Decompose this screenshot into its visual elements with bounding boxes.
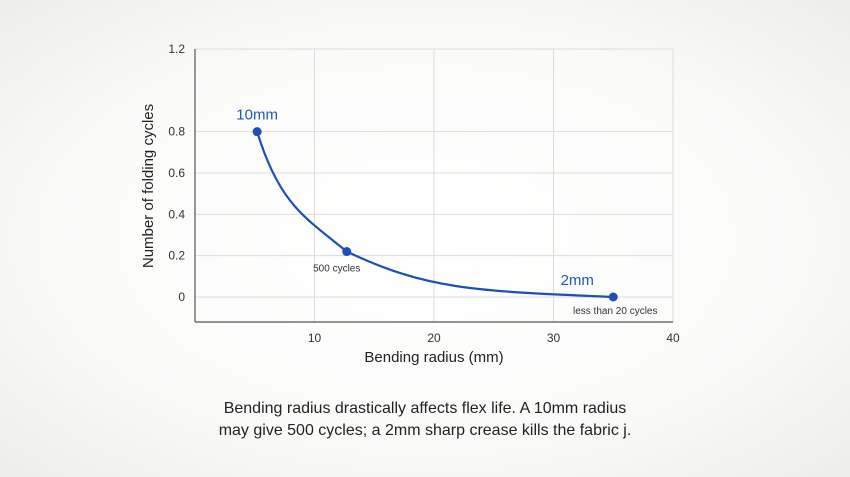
data-point-0: [252, 127, 262, 137]
x-tick-label-3: 40: [666, 331, 680, 345]
data-note-1: 500 cycles: [313, 264, 360, 275]
data-label-2: 2mm: [561, 272, 594, 289]
series-line-0: [256, 131, 614, 299]
figure-caption: Bending radius drastically affects flex …: [0, 398, 850, 442]
data-point-2: [608, 292, 618, 302]
y-tick-label-5: 1.2: [168, 42, 185, 56]
y-tick-label-0: 0: [178, 290, 185, 304]
chart-ticks: 10 20 30 40 0 0.2 0.4 0.6 0.8 1.2: [168, 42, 680, 345]
chart-axes: [194, 49, 673, 323]
chart-series: 10mm 500 cycles 2mm less than 20 cycles: [236, 107, 657, 317]
caption-line-2: may give 500 cycles; a 2mm sharp crease …: [218, 422, 632, 439]
chart-grid: [195, 48, 674, 322]
x-tick-label-2: 30: [547, 331, 561, 345]
y-tick-label-4: 0.8: [168, 125, 185, 139]
data-note-2: less than 20 cycles: [573, 306, 658, 317]
caption-line-1: Bending radius drastically affects flex …: [223, 400, 627, 417]
data-label-0: 10mm: [236, 107, 278, 124]
x-axis-title: Bending radius (mm): [364, 349, 503, 366]
y-axis-title: Number of folding cycles: [140, 104, 157, 268]
data-point-1: [342, 247, 352, 257]
y-tick-label-2: 0.4: [168, 207, 185, 221]
x-tick-label-1: 20: [427, 331, 441, 345]
y-tick-label-3: 0.6: [168, 166, 185, 180]
x-tick-label-0: 10: [308, 331, 322, 345]
y-tick-label-1: 0.2: [168, 249, 185, 263]
